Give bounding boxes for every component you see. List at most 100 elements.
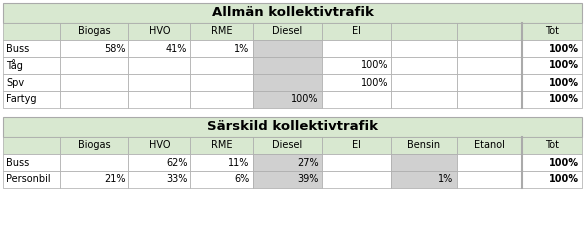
- Bar: [253, 57, 322, 74]
- Text: 27%: 27%: [297, 157, 319, 168]
- Bar: [391, 57, 457, 74]
- Bar: [522, 154, 582, 171]
- Text: RME: RME: [211, 27, 232, 36]
- Bar: [128, 40, 191, 57]
- Text: 58%: 58%: [104, 44, 125, 53]
- Bar: [128, 74, 191, 91]
- Bar: [128, 57, 191, 74]
- Bar: [3, 74, 60, 91]
- Text: HVO: HVO: [149, 140, 170, 151]
- Bar: [60, 57, 128, 74]
- Bar: [191, 74, 253, 91]
- Text: Diesel: Diesel: [272, 27, 302, 36]
- Bar: [191, 40, 253, 57]
- Bar: [191, 23, 253, 40]
- Text: Allmän kollektivtrafik: Allmän kollektivtrafik: [212, 6, 373, 19]
- Bar: [457, 171, 522, 188]
- Text: Tåg: Tåg: [6, 60, 23, 71]
- Bar: [128, 171, 191, 188]
- Bar: [253, 91, 322, 108]
- Bar: [457, 23, 522, 40]
- Bar: [253, 23, 322, 40]
- Bar: [391, 171, 457, 188]
- Text: Etanol: Etanol: [474, 140, 505, 151]
- Bar: [3, 154, 60, 171]
- Text: 100%: 100%: [549, 44, 579, 53]
- Bar: [3, 3, 582, 23]
- Bar: [522, 74, 582, 91]
- Bar: [391, 154, 457, 171]
- Text: 62%: 62%: [166, 157, 187, 168]
- Bar: [522, 91, 582, 108]
- Text: 11%: 11%: [228, 157, 250, 168]
- Bar: [3, 171, 60, 188]
- Bar: [522, 171, 582, 188]
- Bar: [253, 171, 322, 188]
- Text: El: El: [352, 140, 361, 151]
- Bar: [191, 154, 253, 171]
- Bar: [60, 137, 128, 154]
- Text: Särskild kollektivtrafik: Särskild kollektivtrafik: [207, 121, 378, 134]
- Bar: [3, 137, 60, 154]
- Text: 33%: 33%: [166, 174, 187, 184]
- Bar: [391, 40, 457, 57]
- Bar: [522, 57, 582, 74]
- Bar: [60, 91, 128, 108]
- Bar: [457, 74, 522, 91]
- Text: El: El: [352, 27, 361, 36]
- Text: 39%: 39%: [297, 174, 319, 184]
- Text: Tot: Tot: [545, 27, 559, 36]
- Text: 100%: 100%: [360, 61, 388, 71]
- Text: 100%: 100%: [549, 94, 579, 105]
- Bar: [253, 154, 322, 171]
- Bar: [391, 91, 457, 108]
- Bar: [3, 57, 60, 74]
- Bar: [322, 137, 391, 154]
- Bar: [322, 171, 391, 188]
- Text: Buss: Buss: [6, 44, 29, 53]
- Text: 1%: 1%: [438, 174, 453, 184]
- Bar: [60, 40, 128, 57]
- Bar: [60, 171, 128, 188]
- Text: 1%: 1%: [234, 44, 250, 53]
- Bar: [3, 23, 60, 40]
- Text: 100%: 100%: [549, 61, 579, 71]
- Bar: [191, 91, 253, 108]
- Text: 100%: 100%: [549, 77, 579, 88]
- Bar: [457, 57, 522, 74]
- Text: 100%: 100%: [291, 94, 319, 105]
- Bar: [391, 74, 457, 91]
- Text: 100%: 100%: [549, 157, 579, 168]
- Bar: [522, 23, 582, 40]
- Bar: [322, 40, 391, 57]
- Text: 21%: 21%: [104, 174, 125, 184]
- Bar: [457, 137, 522, 154]
- Text: Tot: Tot: [545, 140, 559, 151]
- Text: Buss: Buss: [6, 157, 29, 168]
- Bar: [3, 40, 60, 57]
- Bar: [522, 137, 582, 154]
- Bar: [457, 40, 522, 57]
- Bar: [457, 91, 522, 108]
- Bar: [253, 40, 322, 57]
- Text: HVO: HVO: [149, 27, 170, 36]
- Text: Personbil: Personbil: [6, 174, 51, 184]
- Bar: [128, 154, 191, 171]
- Bar: [322, 91, 391, 108]
- Bar: [322, 57, 391, 74]
- Text: Diesel: Diesel: [272, 140, 302, 151]
- Bar: [322, 154, 391, 171]
- Text: Biogas: Biogas: [78, 140, 111, 151]
- Bar: [60, 74, 128, 91]
- Text: 6%: 6%: [234, 174, 250, 184]
- Bar: [3, 91, 60, 108]
- Text: Fartyg: Fartyg: [6, 94, 36, 105]
- Bar: [128, 23, 191, 40]
- Bar: [191, 171, 253, 188]
- Bar: [253, 74, 322, 91]
- Bar: [391, 23, 457, 40]
- Text: Bensin: Bensin: [407, 140, 441, 151]
- Bar: [522, 40, 582, 57]
- Bar: [322, 74, 391, 91]
- Text: 100%: 100%: [360, 77, 388, 88]
